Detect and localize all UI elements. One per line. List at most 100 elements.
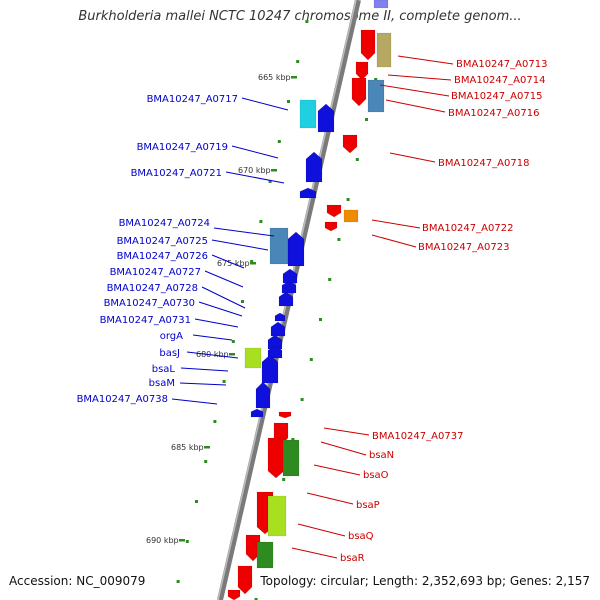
gene-label[interactable]: bsaR	[340, 553, 365, 564]
leader-line	[320, 441, 367, 456]
left-leader-lines	[171, 97, 289, 405]
leader-line	[385, 99, 446, 113]
leader-line	[306, 492, 354, 505]
tick-dot	[241, 300, 244, 303]
gene-feature[interactable]	[299, 99, 317, 129]
tick-dot	[337, 238, 341, 241]
gene-feature[interactable]	[287, 231, 305, 267]
leader-line	[291, 547, 338, 559]
gene-feature[interactable]	[267, 334, 283, 350]
gene-feature[interactable]	[342, 134, 358, 154]
leader-line	[323, 427, 370, 436]
gene-label[interactable]: orgA	[160, 331, 183, 342]
gene-feature[interactable]	[355, 61, 369, 81]
leader-line	[211, 254, 245, 269]
gene-feature[interactable]	[270, 321, 286, 337]
gene-feature[interactable]	[274, 312, 286, 322]
gene-label[interactable]: bsaN	[369, 450, 394, 461]
gene-feature[interactable]	[373, 0, 389, 9]
gene-feature[interactable]	[267, 495, 287, 537]
gene-feature[interactable]	[326, 204, 342, 218]
gene-label[interactable]: BMA10247_A0738	[77, 394, 168, 405]
gene-label[interactable]: BMA10247_A0713	[456, 59, 547, 70]
gene-feature[interactable]	[245, 534, 261, 562]
gene-feature[interactable]	[267, 437, 285, 479]
gene-label[interactable]: BMA10247_A0714	[454, 75, 545, 86]
gene-feature[interactable]	[237, 565, 253, 595]
gene-feature[interactable]	[267, 345, 283, 359]
gene-feature[interactable]	[269, 227, 289, 265]
gene-feature[interactable]	[376, 32, 392, 68]
tick-dot	[195, 500, 198, 503]
gene-features	[227, 0, 392, 600]
leader-line	[192, 334, 233, 341]
gene-feature[interactable]	[244, 347, 262, 369]
gene-feature[interactable]	[317, 103, 335, 133]
gene-feature[interactable]	[282, 268, 298, 284]
tick-dot	[268, 180, 272, 183]
gene-label[interactable]: BMA10247_A0715	[451, 91, 542, 102]
leader-line	[179, 382, 227, 386]
gene-feature[interactable]	[343, 209, 359, 223]
leader-line	[194, 318, 239, 328]
gene-feature[interactable]	[282, 439, 300, 477]
gene-label[interactable]: bsaP	[356, 500, 380, 511]
tick-dot	[277, 140, 281, 143]
gene-feature[interactable]	[299, 187, 317, 199]
gene-label[interactable]: BMA10247_A0727	[110, 267, 201, 278]
gene-feature[interactable]	[305, 151, 323, 183]
kbp-tick-label: 670 kbp	[238, 166, 271, 175]
kbp-tick-label: 690 kbp	[146, 536, 179, 545]
gene-feature[interactable]	[250, 408, 264, 418]
gene-feature[interactable]	[367, 79, 385, 113]
right-gene-labels: BMA10247_A0713 BMA10247_A0714 BMA10247_A07…	[340, 59, 547, 564]
gene-label[interactable]: BMA10247_A0719	[137, 142, 228, 153]
gene-feature[interactable]	[360, 29, 376, 61]
gene-label[interactable]: BMA10247_A0721	[131, 168, 222, 179]
tick-dot	[250, 260, 254, 263]
gene-label[interactable]: BMA10247_A0724	[119, 218, 210, 229]
gene-label[interactable]: BMA10247_A0730	[104, 298, 195, 309]
tick-dot	[305, 20, 309, 23]
gene-feature[interactable]	[227, 589, 241, 600]
gene-label[interactable]: BMA10247_A0726	[117, 251, 208, 262]
tick-dot	[287, 100, 290, 103]
gene-feature[interactable]	[351, 77, 367, 107]
gene-feature[interactable]	[324, 221, 338, 232]
gene-label[interactable]: BMA10247_A0737	[372, 431, 463, 442]
leader-line	[371, 219, 421, 229]
gene-label[interactable]: BMA10247_A0717	[147, 94, 238, 105]
gene-label[interactable]: BMA10247_A0731	[100, 315, 191, 326]
gene-label[interactable]: bsaQ	[348, 531, 374, 542]
gene-feature[interactable]	[278, 411, 292, 419]
gene-feature[interactable]	[278, 291, 294, 307]
gene-label[interactable]: bsaO	[363, 470, 389, 481]
gene-label[interactable]: BMA10247_A0716	[448, 108, 539, 119]
gene-label[interactable]: BMA10247_A0728	[107, 283, 198, 294]
right-leader-lines	[291, 55, 454, 559]
gene-label[interactable]: BMA10247_A0722	[422, 223, 513, 234]
gene-label[interactable]: basJ	[159, 348, 180, 359]
gene-label[interactable]: bsaM	[149, 378, 175, 389]
leader-line	[241, 97, 289, 111]
gene-label[interactable]: BMA10247_A0725	[117, 236, 208, 247]
tick-dot	[176, 580, 180, 583]
gene-label[interactable]: BMA10247_A0723	[418, 242, 509, 253]
tick-dot	[222, 380, 226, 383]
gene-feature[interactable]	[261, 354, 279, 384]
accession-text: Accession: NC_009079	[9, 574, 146, 588]
leader-line	[397, 55, 454, 65]
leader-line	[204, 270, 244, 288]
gene-label[interactable]: BMA10247_A0718	[438, 158, 529, 169]
gene-feature[interactable]	[256, 541, 274, 569]
kbp-tick-mark	[204, 446, 210, 449]
tick-dot	[185, 540, 189, 543]
leader-line	[313, 464, 361, 476]
kbp-tick-mark	[271, 169, 277, 172]
tick-dot	[309, 358, 313, 361]
gene-label[interactable]: bsaL	[152, 364, 176, 375]
left-gene-labels: BMA10247_A0717 BMA10247_A0719 BMA10247_A07…	[77, 94, 238, 405]
gene-feature[interactable]	[255, 381, 271, 409]
gene-feature[interactable]	[281, 280, 297, 294]
